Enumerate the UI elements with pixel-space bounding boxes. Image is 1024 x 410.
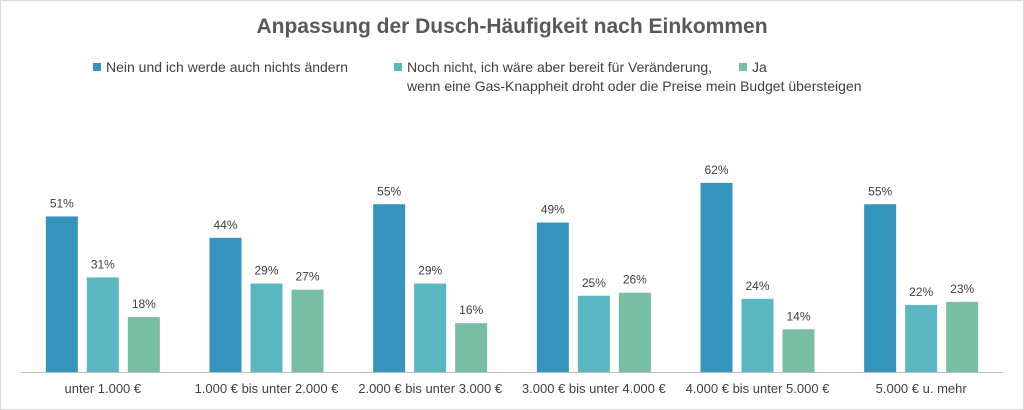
bar-series3-cat1 — [127, 317, 160, 372]
data-label-series3-cat2: 27% — [295, 270, 319, 284]
data-label-series2-cat3: 29% — [418, 264, 442, 278]
bar-series1-cat5 — [700, 182, 733, 372]
legend-label-nein: Nein und ich werde auch nichts ändern — [106, 59, 349, 75]
x-tick-label-6: 5.000 € u. mehr — [876, 381, 968, 396]
data-label-series1-cat6: 55% — [868, 184, 892, 198]
x-tick-label-2: 1.000 € bis unter 2.000 € — [195, 381, 340, 396]
data-label-series2-cat5: 24% — [745, 279, 769, 293]
legend-label-noch-nicht: Noch nicht, ich wäre aber bereit für Ver… — [407, 58, 862, 96]
x-tick-label-5: 4.000 € bis unter 5.000 € — [686, 381, 831, 396]
legend-label-noch-nicht-line-1: Noch nicht, ich wäre aber bereit für Ver… — [407, 59, 713, 75]
bar-series2-cat5 — [741, 298, 774, 372]
bar-series2-cat2 — [250, 283, 283, 372]
x-tick-label-3: 2.000 € bis unter 3.000 € — [358, 381, 503, 396]
legend-swatch-nein — [93, 63, 101, 71]
data-label-series3-cat3: 16% — [459, 303, 483, 317]
bar-series1-cat6 — [864, 204, 897, 372]
bar-series2-cat1 — [86, 277, 119, 372]
bar-series3-cat6 — [946, 301, 979, 372]
data-label-series2-cat1: 31% — [91, 257, 115, 271]
data-label-series1-cat4: 49% — [541, 203, 565, 217]
data-label-series1-cat2: 44% — [213, 218, 237, 232]
data-label-series2-cat4: 25% — [582, 276, 606, 290]
data-label-series1-cat1: 51% — [50, 196, 74, 210]
x-tick-label-1: unter 1.000 € — [65, 381, 142, 396]
data-label-series3-cat1: 18% — [132, 297, 156, 311]
bar-series2-cat3 — [414, 283, 447, 372]
bar-series3-cat2 — [291, 289, 324, 372]
legend-label-noch-nicht-line-2: wenn eine Gas-Knappheit droht oder die P… — [407, 78, 862, 94]
bar-series3-cat4 — [618, 292, 651, 372]
bar-series3-cat3 — [455, 323, 488, 372]
x-tick-label-4: 3.000 € bis unter 4.000 € — [522, 381, 667, 396]
data-label-series3-cat5: 14% — [786, 309, 810, 323]
chart-title: Anpassung der Dusch-Häufigkeit nach Eink… — [256, 15, 768, 38]
data-label-series3-cat6: 23% — [950, 282, 974, 296]
legend-swatch-ja — [739, 63, 747, 71]
legend-label-ja: Ja — [752, 59, 767, 75]
data-label-series1-cat3: 55% — [377, 184, 401, 198]
data-label-series3-cat4: 26% — [623, 273, 647, 287]
bar-series2-cat6 — [905, 304, 938, 372]
legend-swatch-noch-nicht — [394, 63, 402, 71]
bar-series1-cat4 — [536, 222, 569, 372]
bar-series1-cat2 — [209, 237, 242, 372]
data-label-series1-cat5: 62% — [704, 163, 728, 177]
bar-series1-cat3 — [373, 204, 406, 372]
data-label-series2-cat6: 22% — [909, 285, 933, 299]
bar-series1-cat1 — [45, 216, 78, 372]
bar-series2-cat4 — [577, 295, 610, 372]
data-label-series2-cat2: 29% — [254, 264, 278, 278]
bar-series3-cat5 — [782, 329, 815, 372]
